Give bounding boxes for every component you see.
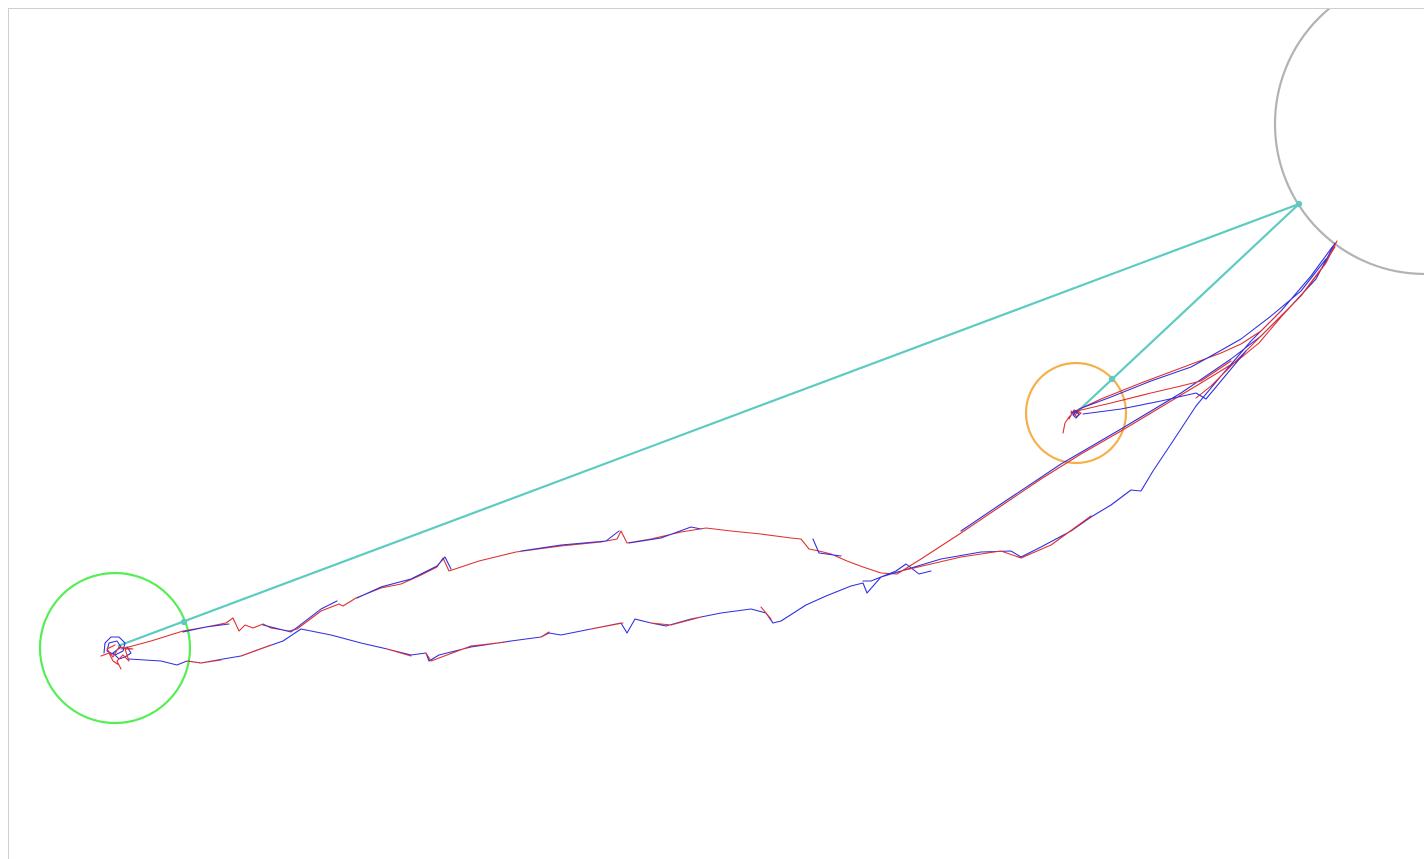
trajectory-svg — [38, 9, 1424, 725]
trajectory-path-lower-blue — [186, 240, 1338, 664]
plot-canvas — [8, 8, 1424, 859]
large-zone-circle — [1273, 9, 1424, 276]
trajectory-path-upper-blue — [182, 242, 1336, 633]
trajectory-paths — [100, 240, 1338, 670]
target-zone-scribble-red — [1062, 409, 1082, 434]
connector-line-target — [1075, 203, 1300, 414]
connector-point-start — [180, 618, 188, 626]
connector-point-large — [1295, 200, 1303, 208]
target-zone-scribble-blue — [1070, 409, 1080, 419]
connector-line-start — [117, 202, 1300, 648]
start-zone-scribble-red — [100, 644, 134, 670]
trajectory-path-target-red — [1070, 310, 1282, 414]
target-zone-circle — [1024, 361, 1128, 465]
trajectory-path-target-blue — [1078, 258, 1327, 415]
trajectory-path-lower-red — [128, 245, 1334, 666]
start-zone-circle — [38, 571, 192, 725]
trajectory-path-upper-red — [120, 246, 1336, 650]
start-zone-scribble-blue — [103, 636, 132, 660]
connector-point-target — [1108, 375, 1116, 383]
